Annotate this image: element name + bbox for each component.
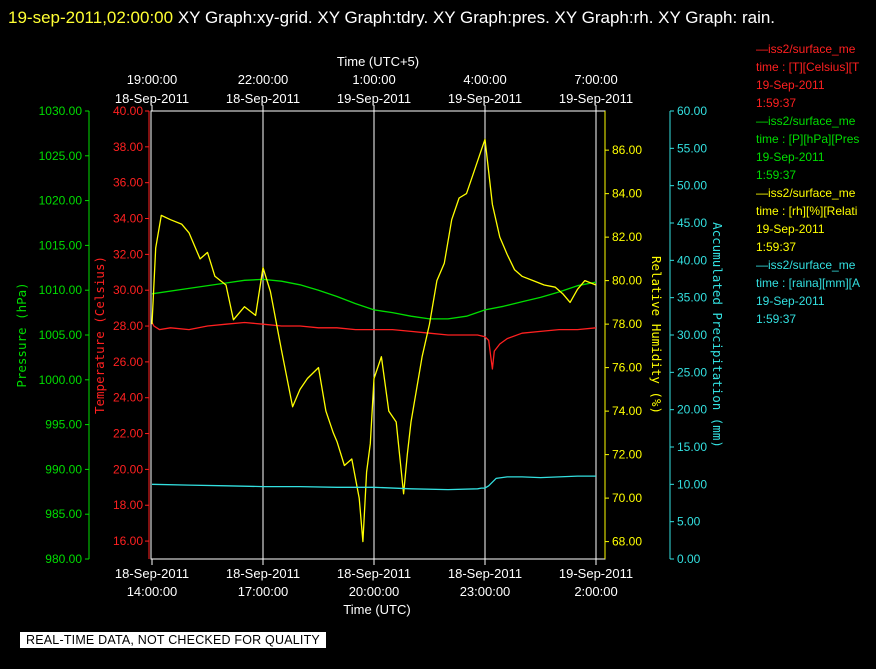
pressure-tick-label: 1025.00 xyxy=(39,149,83,163)
legend-entry-line3: 19-Sep-2011 xyxy=(756,222,825,236)
legend-entry-line2: time : [P][hPa][Pres xyxy=(756,132,860,146)
humidity-tick-label: 68.00 xyxy=(612,535,642,549)
precip-tick-label: 45.00 xyxy=(677,216,707,230)
legend-entry-line1: —iss2/surface_me xyxy=(756,42,856,56)
precip-tick-label: 40.00 xyxy=(677,253,707,267)
precip-tick-label: 35.00 xyxy=(677,291,707,305)
legend-entry-line1: —iss2/surface_me xyxy=(756,114,856,128)
bottom-tick-date: 19-Sep-2011 xyxy=(559,566,633,581)
precip-tick-label: 55.00 xyxy=(677,141,707,155)
precip-tick-label: 10.00 xyxy=(677,477,707,491)
pressure-tick-label: 1005.00 xyxy=(39,328,83,342)
top-tick-date: 19-Sep-2011 xyxy=(559,91,633,106)
bottom-tick-date: 18-Sep-2011 xyxy=(226,566,300,581)
humidity-tick-label: 72.00 xyxy=(612,448,642,462)
bottom-tick-time: 17:00:00 xyxy=(238,584,289,599)
legend-entry-line4: 1:59:37 xyxy=(756,240,797,254)
pressure-tick-label: 1020.00 xyxy=(39,194,83,208)
temperature-tick-label: 32.00 xyxy=(113,247,143,261)
legend-entry-line3: 19-Sep-2011 xyxy=(756,78,825,92)
temperature-tick-label: 18.00 xyxy=(113,498,143,512)
top-tick-time: 19:00:00 xyxy=(127,72,178,87)
bottom-tick-date: 18-Sep-2011 xyxy=(448,566,522,581)
precip-tick-label: 5.00 xyxy=(677,515,701,529)
pressure-series-line xyxy=(151,278,597,320)
humidity-tick-label: 70.00 xyxy=(612,491,642,505)
bottom-tick-time: 14:00:00 xyxy=(127,584,178,599)
top-tick-time: 22:00:00 xyxy=(238,72,289,87)
bottom-axis-title: Time (UTC) xyxy=(343,602,410,617)
pressure-tick-label: 995.00 xyxy=(45,418,82,432)
temperature-tick-label: 26.00 xyxy=(113,355,143,369)
legend-entry-line4: 1:59:37 xyxy=(756,96,797,110)
humidity-tick-label: 86.00 xyxy=(612,143,642,157)
plot-frame xyxy=(150,110,606,560)
bottom-tick-time: 20:00:00 xyxy=(349,584,400,599)
temperature-tick-label: 38.00 xyxy=(113,140,143,154)
header-graphs: XY Graph:xy-grid. XY Graph:tdry. XY Grap… xyxy=(177,8,776,27)
top-tick-time: 4:00:00 xyxy=(463,72,506,87)
top-tick-time: 1:00:00 xyxy=(352,72,395,87)
pressure-tick-label: 980.00 xyxy=(45,552,82,566)
legend-entry-line2: time : [rh][%][Relati xyxy=(756,204,858,218)
precip-tick-label: 50.00 xyxy=(677,179,707,193)
humidity-tick-label: 74.00 xyxy=(612,404,642,418)
top-tick-date: 19-Sep-2011 xyxy=(448,91,522,106)
temperature-series-line xyxy=(151,321,597,370)
legend-entry-line3: 19-Sep-2011 xyxy=(756,150,825,164)
humidity-tick-label: 78.00 xyxy=(612,317,642,331)
temperature-tick-label: 34.00 xyxy=(113,212,143,226)
bottom-tick-time: 2:00:00 xyxy=(574,584,617,599)
legend-entry-line4: 1:59:37 xyxy=(756,168,797,182)
header-timestamp: 19-sep-2011,02:00:00 xyxy=(8,8,174,27)
quality-notice: REAL-TIME DATA, NOT CHECKED FOR QUALITY xyxy=(20,632,326,648)
temperature-tick-label: 40.00 xyxy=(113,104,143,118)
top-tick-time: 7:00:00 xyxy=(574,72,617,87)
legend-entry-line1: —iss2/surface_me xyxy=(756,186,856,200)
chart-header: 19-sep-2011,02:00:00 XY Graph:xy-grid. X… xyxy=(8,4,868,32)
humidity-tick-label: 76.00 xyxy=(612,361,642,375)
precip-tick-label: 60.00 xyxy=(677,104,707,118)
humidity-tick-label: 84.00 xyxy=(612,187,642,201)
temperature-tick-label: 30.00 xyxy=(113,283,143,297)
bottom-tick-date: 18-Sep-2011 xyxy=(115,566,189,581)
temperature-tick-label: 36.00 xyxy=(113,176,143,190)
legend-entry-line2: time : [T][Celsius][T xyxy=(756,60,860,74)
pressure-axis-title: Pressure (hPa) xyxy=(14,282,29,387)
precip-axis-title: Accumulated Precipitation (mm) xyxy=(710,222,725,448)
pressure-tick-label: 1015.00 xyxy=(39,238,83,252)
legend-entry-line2: time : [raina][mm][A xyxy=(756,276,861,290)
top-tick-date: 19-Sep-2011 xyxy=(337,91,411,106)
legend-entry-line4: 1:59:37 xyxy=(756,312,797,326)
temperature-tick-label: 24.00 xyxy=(113,391,143,405)
temperature-tick-label: 28.00 xyxy=(113,319,143,333)
pressure-tick-label: 1030.00 xyxy=(39,104,83,118)
precip-tick-label: 0.00 xyxy=(677,552,701,566)
temperature-tick-label: 22.00 xyxy=(113,427,143,441)
temperature-tick-label: 20.00 xyxy=(113,462,143,476)
top-tick-date: 18-Sep-2011 xyxy=(226,91,300,106)
humidity-axis-title: Relative Humidity (%) xyxy=(649,256,664,414)
legend-entry-line3: 19-Sep-2011 xyxy=(756,294,825,308)
precip-tick-label: 15.00 xyxy=(677,440,707,454)
pressure-tick-label: 985.00 xyxy=(45,507,82,521)
bottom-tick-time: 23:00:00 xyxy=(460,584,511,599)
humidity-series-line xyxy=(151,138,597,543)
precip-series-line xyxy=(151,475,596,491)
top-tick-date: 18-Sep-2011 xyxy=(115,91,189,106)
humidity-tick-label: 80.00 xyxy=(612,274,642,288)
precip-tick-label: 25.00 xyxy=(677,365,707,379)
bottom-tick-date: 18-Sep-2011 xyxy=(337,566,411,581)
pressure-tick-label: 1000.00 xyxy=(39,373,83,387)
temperature-axis-title: Temperature (Celsius) xyxy=(92,256,107,414)
legend-entry-line1: —iss2/surface_me xyxy=(756,258,856,272)
top-axis-title: Time (UTC+5) xyxy=(337,54,419,69)
pressure-tick-label: 990.00 xyxy=(45,462,82,476)
humidity-tick-label: 82.00 xyxy=(612,230,642,244)
precip-tick-label: 30.00 xyxy=(677,328,707,342)
pressure-tick-label: 1010.00 xyxy=(39,283,83,297)
temperature-tick-label: 16.00 xyxy=(113,534,143,548)
precip-tick-label: 20.00 xyxy=(677,403,707,417)
